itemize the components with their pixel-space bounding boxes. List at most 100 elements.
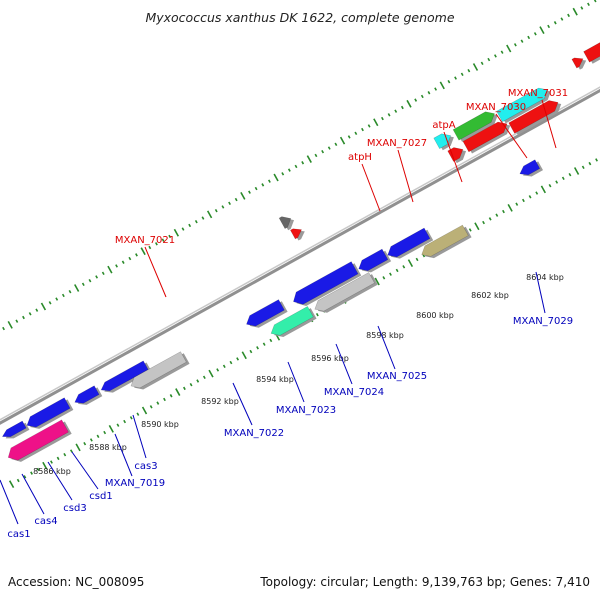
- ruler-minor-tick: [16, 478, 20, 483]
- ruler-minor-tick: [281, 172, 285, 176]
- ruler-minor-tick: [427, 91, 431, 95]
- ruler-minor-tick: [95, 275, 99, 279]
- ruler-minor-tick: [83, 441, 87, 446]
- gene-label-text: MXAN_7031: [508, 88, 568, 99]
- ruler-minor-tick: [156, 401, 160, 405]
- ruler-minor-tick: [121, 260, 125, 264]
- ruler-major-tick: [573, 167, 580, 175]
- gene-label-text: MXAN_7019: [105, 478, 165, 489]
- ruler-minor-tick: [535, 191, 539, 195]
- ruler-minor-tick: [468, 228, 472, 232]
- gene-label-text: cas4: [34, 516, 57, 527]
- ruler-major-tick: [107, 265, 113, 274]
- gene-blue: [387, 227, 431, 258]
- ruler-minor-tick: [188, 223, 192, 228]
- ruler-minor-tick: [189, 382, 193, 387]
- ruler-minor-tick: [482, 220, 485, 225]
- reverse-gene-label: cas4: [21, 473, 58, 527]
- ruler-minor-tick: [454, 76, 457, 80]
- ruler-minor-tick: [256, 346, 259, 350]
- ruler-minor-tick: [81, 282, 85, 287]
- gene-blue: [293, 261, 359, 305]
- ruler-minor-tick: [236, 357, 240, 361]
- ruler-major-tick: [42, 461, 48, 470]
- ruler-minor-tick: [229, 360, 233, 365]
- ruler-minor-tick: [395, 268, 399, 273]
- ruler-major-tick: [8, 480, 15, 489]
- ruler-minor-tick: [194, 220, 198, 224]
- reverse-gene-label: csd3: [47, 461, 87, 514]
- gene-blue: [358, 248, 389, 271]
- ruler-minor-tick: [414, 98, 418, 102]
- ruler-minor-tick: [415, 257, 419, 262]
- gene-aqua: [270, 306, 314, 336]
- ruler-minor-tick: [221, 205, 225, 209]
- ruler-major-tick: [374, 277, 380, 286]
- gene-red: [571, 57, 584, 69]
- ruler-major-tick: [273, 173, 279, 182]
- label-leader-line: [21, 473, 45, 515]
- ruler-minor-tick: [581, 165, 585, 170]
- ruler-minor-tick: [63, 452, 67, 457]
- scale-tick-label: 8594 kbp: [256, 375, 294, 384]
- ruler-major-tick: [472, 63, 479, 71]
- gene-blue: [74, 385, 100, 404]
- ruler-minor-tick: [262, 342, 266, 346]
- ruler-minor-tick: [382, 276, 386, 280]
- ruler-major-tick: [75, 443, 81, 452]
- label-leader-line: [335, 343, 353, 385]
- ruler-minor-tick: [420, 94, 424, 99]
- ruler-minor-tick: [595, 158, 598, 162]
- gene-blue: [246, 299, 285, 327]
- gene-red: [508, 100, 559, 134]
- reverse-gene-label: MXAN_7024: [324, 343, 384, 398]
- gene-label-text: MXAN_7029: [513, 316, 573, 327]
- ruler-minor-tick: [123, 419, 127, 424]
- ruler-minor-tick: [588, 161, 592, 166]
- scale-tick-label: 8596 kbp: [311, 354, 349, 363]
- ruler-minor-tick: [447, 80, 451, 84]
- gene-labels: MXAN_7021 atpH MXAN_7027 atpA MXAN_7030 MXAN_…: [0, 88, 573, 540]
- ruler-minor-tick: [400, 105, 404, 110]
- ruler-major-tick: [206, 210, 213, 219]
- label-leader-line: [397, 149, 414, 203]
- label-leader-line: [114, 433, 133, 477]
- scale-tick-label: 8600 kbp: [416, 311, 454, 320]
- ruler-major-tick: [173, 228, 180, 237]
- ruler-minor-tick: [327, 146, 331, 150]
- ruler-minor-tick: [528, 195, 532, 199]
- ruler-minor-tick: [15, 319, 19, 323]
- ruler-major-tick: [439, 81, 445, 90]
- gene-green: [452, 111, 495, 141]
- ruler-major-tick: [108, 425, 114, 433]
- gene-khaki: [421, 224, 469, 257]
- gene-blue: [519, 159, 541, 176]
- ruler-minor-tick: [268, 179, 271, 183]
- ruler-minor-tick: [48, 301, 52, 305]
- ruler-minor-tick: [547, 24, 551, 29]
- ruler-minor-tick: [163, 397, 166, 402]
- ruler-major-tick: [474, 222, 480, 231]
- rulers: [2, 0, 598, 489]
- reverse-gene-label: cas1: [0, 479, 31, 540]
- ruler-minor-tick: [321, 150, 325, 154]
- ruler-minor-tick: [387, 113, 391, 117]
- scale-tick-label: 8588 kbp: [89, 443, 127, 452]
- ruler-minor-tick: [567, 13, 570, 18]
- ruler-minor-tick: [234, 197, 238, 202]
- ruler-minor-tick: [381, 116, 384, 121]
- ruler-minor-tick: [561, 176, 565, 181]
- scale-labels: 8586 kbp 8588 kbp 8590 kbp 8592 kbp 8594 kbp…: [33, 273, 564, 476]
- label-leader-line: [144, 246, 167, 298]
- ruler-minor-tick: [334, 142, 338, 147]
- ruler-minor-tick: [96, 434, 100, 438]
- ruler-minor-tick: [23, 475, 27, 479]
- ruler-minor-tick: [214, 208, 218, 213]
- ruler-minor-tick: [55, 297, 59, 301]
- scale-tick-label: 8590 kbp: [141, 420, 179, 429]
- scale-tick-label: 8602 kbp: [471, 291, 509, 300]
- ruler-major-tick: [175, 388, 181, 396]
- ruler-minor-tick: [389, 272, 392, 276]
- gene-red: [447, 147, 464, 162]
